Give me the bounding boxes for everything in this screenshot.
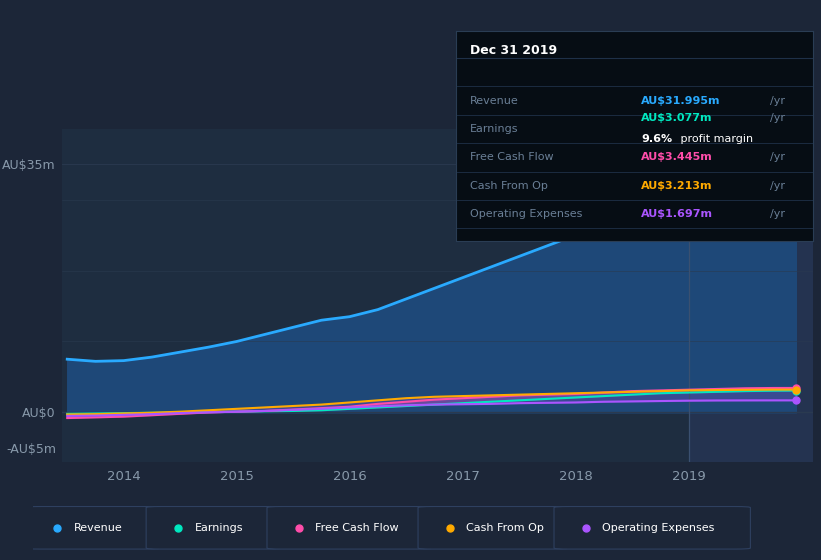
Text: Operating Expenses: Operating Expenses (603, 523, 715, 533)
Text: AU$1.697m: AU$1.697m (641, 209, 713, 219)
Text: Cash From Op: Cash From Op (466, 523, 544, 533)
Text: Revenue: Revenue (74, 523, 122, 533)
Text: AU$3.213m: AU$3.213m (641, 181, 713, 190)
Text: Free Cash Flow: Free Cash Flow (315, 523, 399, 533)
Text: Revenue: Revenue (470, 96, 519, 106)
Text: /yr: /yr (770, 152, 785, 162)
FancyBboxPatch shape (554, 506, 750, 549)
FancyBboxPatch shape (267, 506, 433, 549)
Text: AU$3.077m: AU$3.077m (641, 114, 713, 123)
FancyBboxPatch shape (146, 506, 282, 549)
Text: profit margin: profit margin (677, 134, 753, 144)
Text: /yr: /yr (770, 96, 785, 106)
Text: 9.6%: 9.6% (641, 134, 672, 144)
FancyBboxPatch shape (25, 506, 161, 549)
Bar (689, 129, 813, 462)
Text: Free Cash Flow: Free Cash Flow (470, 152, 553, 162)
Text: Operating Expenses: Operating Expenses (470, 209, 582, 219)
Text: /yr: /yr (770, 209, 785, 219)
Text: AU$3.445m: AU$3.445m (641, 152, 713, 162)
Text: AU$31.995m: AU$31.995m (641, 96, 721, 106)
FancyBboxPatch shape (418, 506, 569, 549)
Text: /yr: /yr (770, 181, 785, 190)
Text: Cash From Op: Cash From Op (470, 181, 548, 190)
Text: Earnings: Earnings (195, 523, 243, 533)
Text: /yr: /yr (770, 114, 785, 123)
Text: Dec 31 2019: Dec 31 2019 (470, 44, 557, 58)
Text: Earnings: Earnings (470, 124, 518, 134)
